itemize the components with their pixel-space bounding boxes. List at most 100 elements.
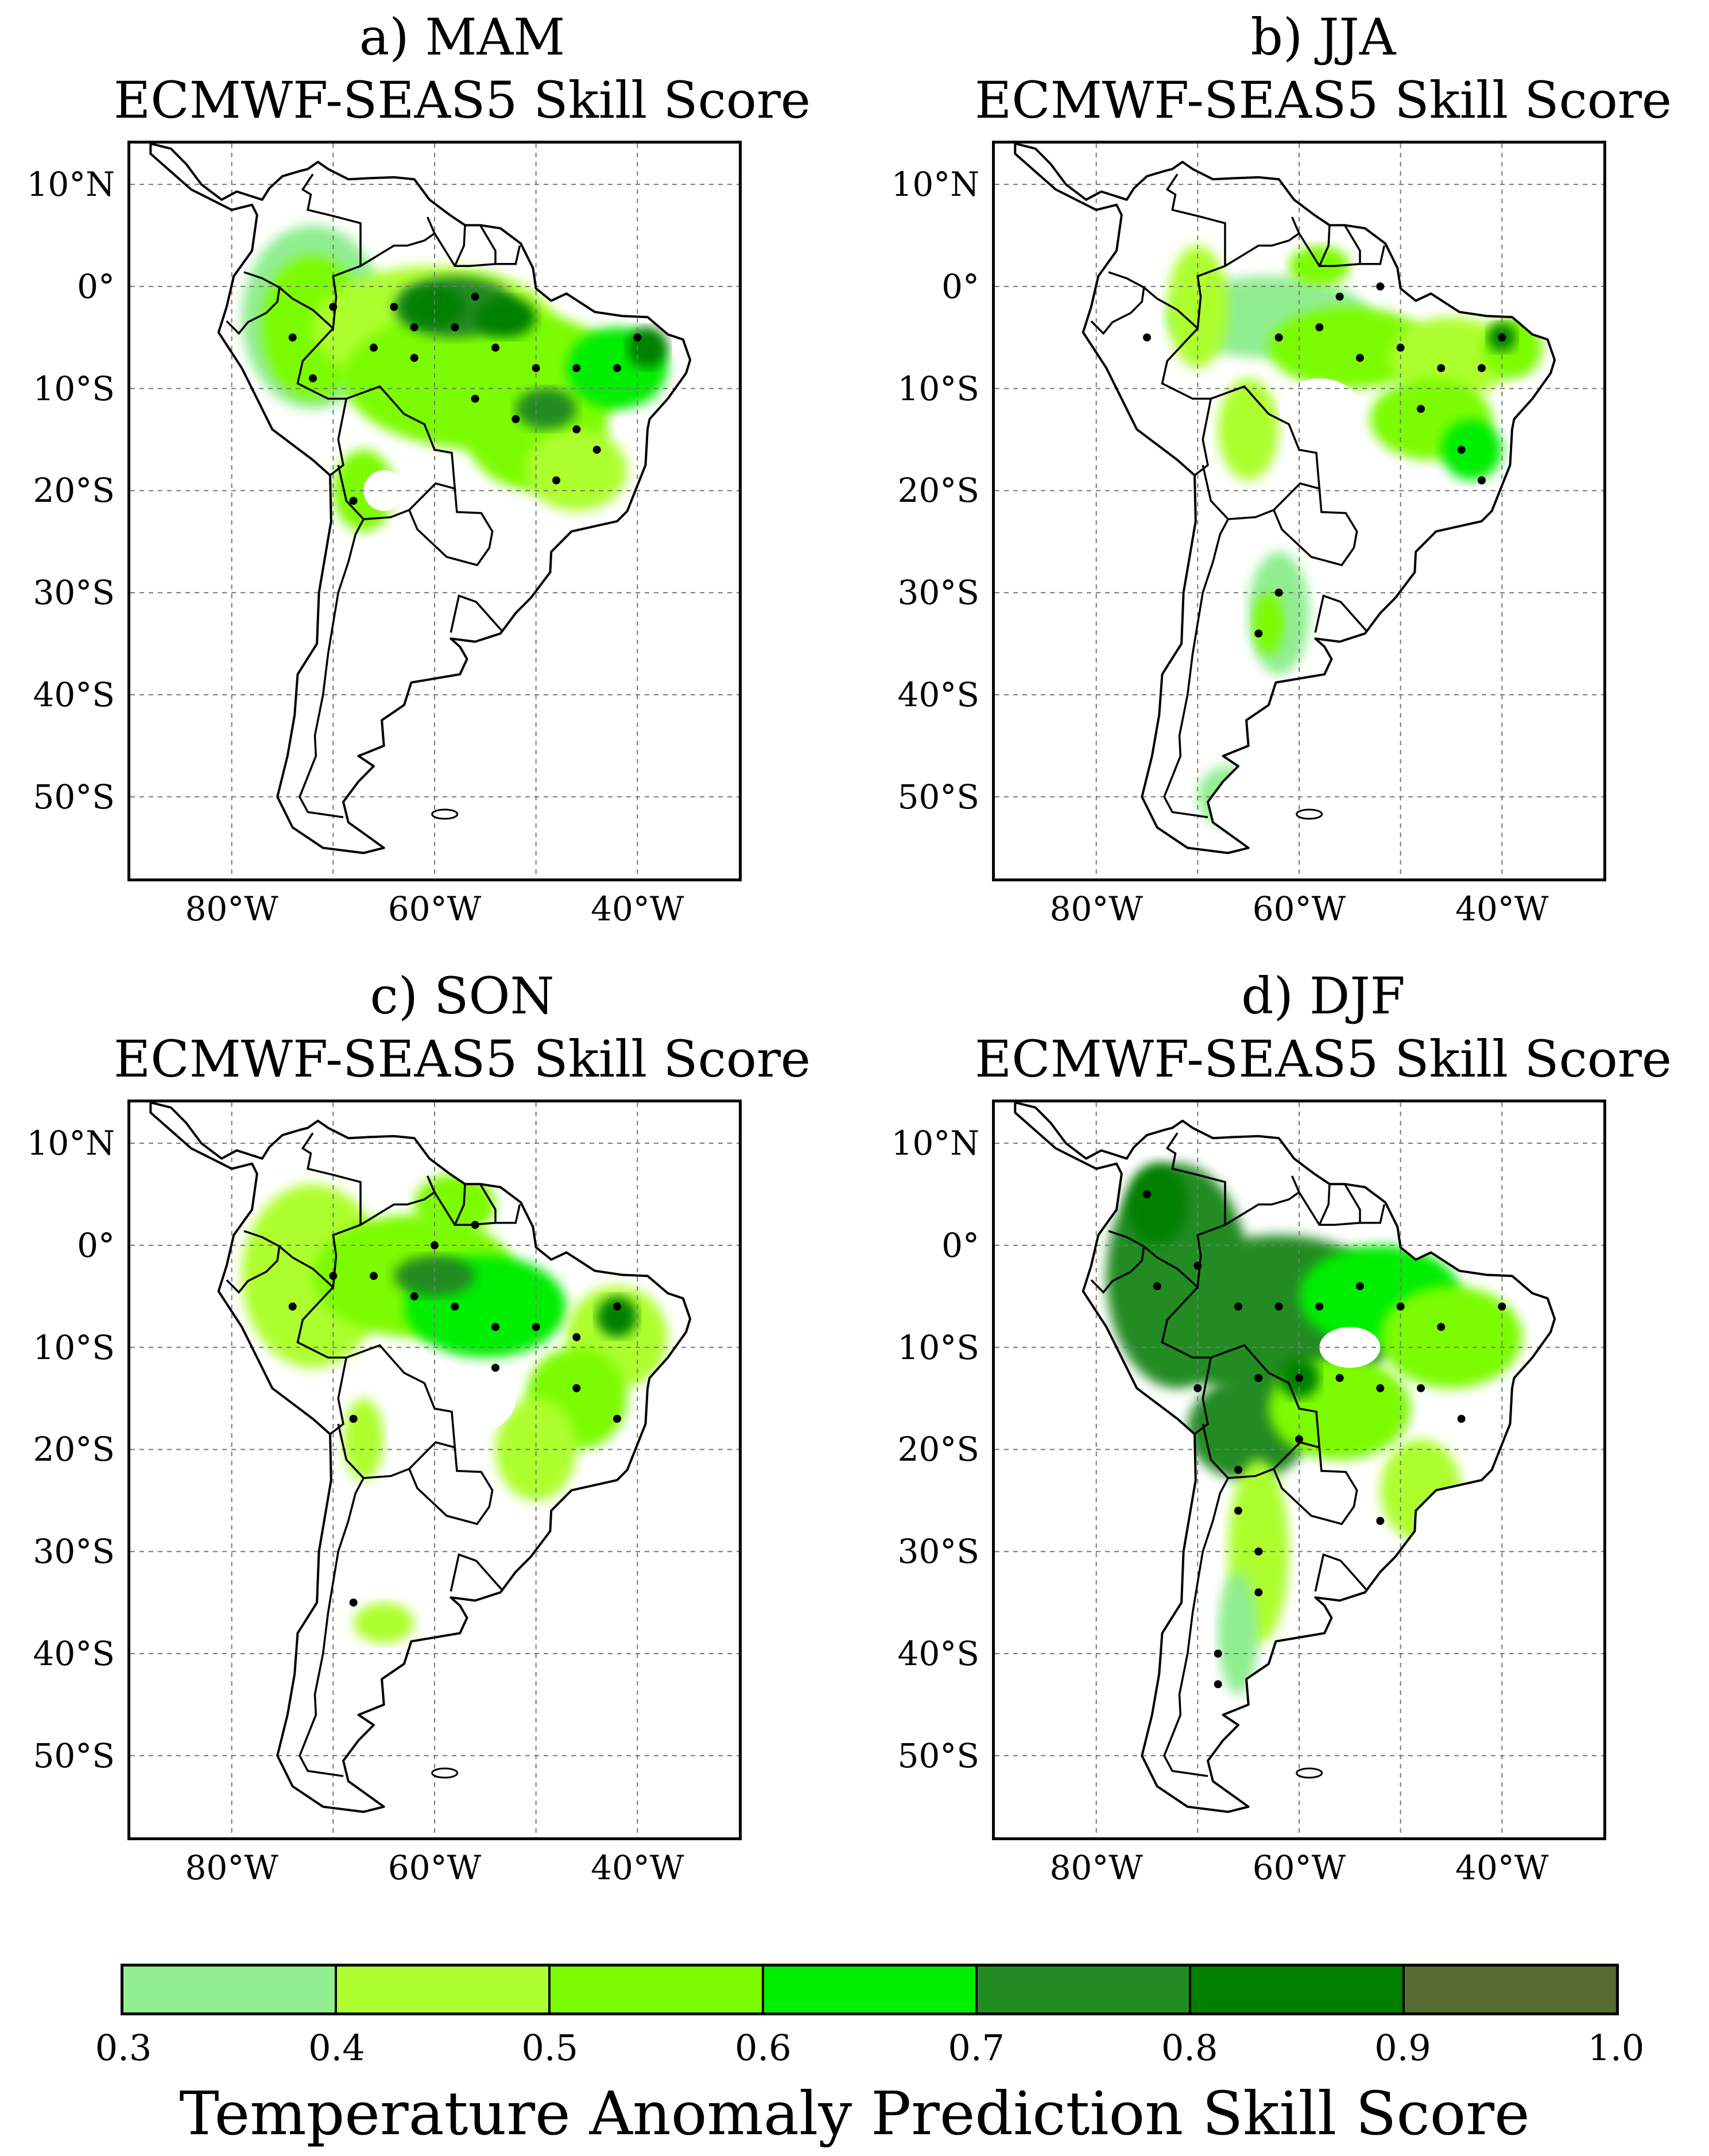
significance-dot: [1143, 1190, 1151, 1198]
significance-dot: [1254, 629, 1263, 638]
skill-region: [526, 429, 627, 511]
colorbar-title: Temperature Anomaly Prediction Skill Sco…: [179, 2078, 1530, 2149]
significance-dot: [613, 364, 621, 373]
significance-dot: [1193, 1261, 1202, 1270]
significance-dot: [431, 1241, 439, 1249]
significance-dot: [1498, 333, 1506, 342]
country-border: [1143, 1132, 1226, 1290]
lat-tick-label: 50°S: [33, 1736, 115, 1775]
significance-dot: [592, 446, 601, 454]
significance-dot: [1457, 1415, 1466, 1423]
lat-tick-label: 50°S: [897, 777, 979, 816]
lat-tick-label: 50°S: [897, 1736, 979, 1775]
significance-dot: [410, 354, 418, 362]
significance-dot: [1315, 323, 1324, 331]
panel-subtitle: ECMWF-SEAS5 Skill Score: [114, 1029, 811, 1089]
lat-tick-label: 0°: [77, 266, 115, 306]
map-svg: [995, 1102, 1603, 1837]
lat-tick-label: 20°S: [897, 471, 979, 510]
map-svg: [130, 144, 739, 878]
significance-dot: [572, 364, 581, 373]
falkland-islands: [431, 1767, 459, 1779]
significance-dot: [1396, 1302, 1405, 1311]
colorbar-tick-label: 0.3: [95, 2027, 152, 2069]
skill-region: [394, 1255, 475, 1296]
colorbar-segment: [764, 1967, 978, 2012]
significance-dot: [1356, 354, 1364, 362]
country-border: [278, 1132, 362, 1290]
skill-region: [1482, 317, 1543, 378]
significance-dot: [633, 333, 642, 342]
skill-region: [475, 296, 536, 338]
country-border: [449, 594, 502, 633]
panel-subtitle: ECMWF-SEAS5 Skill Score: [975, 1029, 1672, 1089]
no-skill-region: [363, 470, 404, 511]
country-border: [1343, 224, 1361, 264]
significance-dot: [491, 1364, 499, 1372]
lat-tick-label: 40°S: [897, 675, 979, 714]
falkland-islands: [431, 808, 459, 820]
significance-dot: [1356, 1282, 1364, 1290]
significance-dot: [1437, 364, 1446, 373]
lon-tick-label: 80°W: [185, 889, 278, 928]
significance-dot: [1234, 1507, 1242, 1515]
lat-tick-label: 10°S: [897, 369, 979, 408]
significance-dot: [613, 1302, 621, 1311]
country-border: [1343, 1183, 1361, 1223]
significance-dot: [1376, 1384, 1385, 1392]
lon-tick-label: 60°W: [1252, 889, 1346, 928]
lat-tick-label: 10°N: [26, 1124, 115, 1163]
significance-dot: [572, 1384, 581, 1392]
country-border: [1224, 216, 1301, 267]
country-border: [1090, 1230, 1145, 1294]
significance-dot: [511, 415, 520, 423]
significance-dot: [1234, 1302, 1242, 1311]
skill-region: [1253, 593, 1284, 654]
significance-dot: [410, 1292, 418, 1300]
coastline: [149, 144, 692, 854]
country-border: [479, 224, 497, 264]
lon-tick-label: 40°W: [591, 1848, 684, 1887]
country-border: [1163, 1477, 1229, 1778]
significance-dot: [1457, 446, 1466, 454]
lat-tick-label: 40°S: [33, 675, 115, 714]
colorbar: [121, 1964, 1619, 2015]
significance-dot: [1214, 1680, 1222, 1689]
colorbar-tick-label: 0.5: [521, 2027, 579, 2069]
lat-tick-label: 30°S: [897, 1532, 979, 1571]
significance-dot: [1254, 1547, 1263, 1556]
country-border: [433, 1191, 521, 1226]
skill-region: [353, 1603, 414, 1644]
significance-dot: [1498, 1302, 1506, 1311]
significance-dot: [1254, 1374, 1263, 1382]
country-border: [408, 1447, 494, 1526]
country-border: [454, 225, 466, 267]
significance-dot: [410, 323, 418, 331]
skill-region: [1218, 378, 1279, 481]
skill-region: [1380, 1286, 1522, 1388]
significance-dot: [288, 333, 297, 342]
country-border: [1161, 1286, 1212, 1435]
significance-dot: [1214, 1650, 1222, 1658]
significance-dot: [552, 476, 560, 485]
significance-dot: [532, 1323, 540, 1331]
significance-dot: [1335, 1374, 1344, 1382]
country-border: [454, 1184, 466, 1226]
map-svg: [995, 144, 1603, 878]
no-skill-region: [1319, 1327, 1381, 1368]
country-border: [1298, 233, 1386, 268]
significance-dot: [471, 1221, 479, 1229]
significance-dot: [451, 1302, 459, 1311]
significance-dot: [471, 292, 479, 301]
skill-region: [343, 1398, 384, 1480]
lon-tick-label: 80°W: [1049, 889, 1143, 928]
lon-tick-label: 80°W: [185, 1848, 278, 1887]
country-border: [1224, 1175, 1301, 1226]
panel-title: a) MAM: [359, 7, 565, 67]
country-border: [296, 1286, 348, 1435]
significance-dot: [572, 425, 581, 433]
skill-region: [1441, 419, 1502, 481]
significance-dot: [309, 374, 317, 382]
lon-tick-label: 60°W: [387, 889, 482, 928]
lat-tick-label: 10°N: [891, 165, 979, 204]
